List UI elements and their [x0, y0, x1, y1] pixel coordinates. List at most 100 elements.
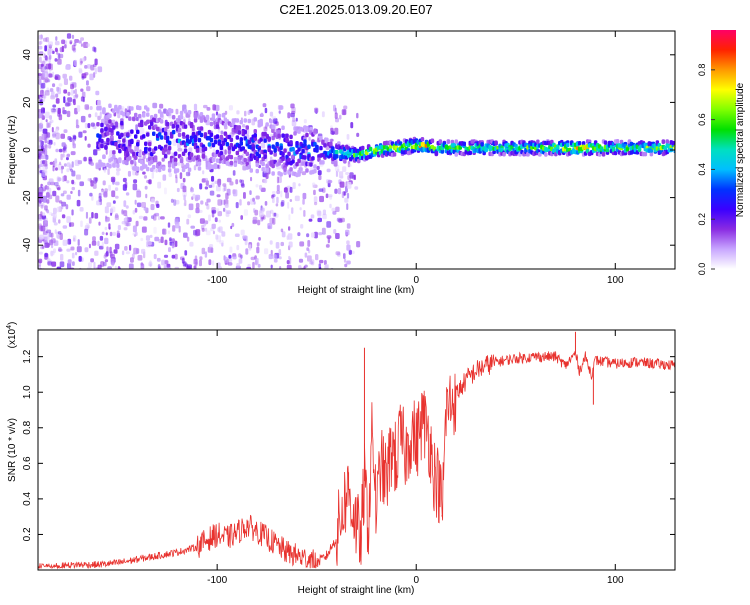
- heat-cell: [144, 146, 148, 152]
- heat-cell: [188, 147, 193, 153]
- heat-cell: [211, 157, 216, 163]
- heat-cell: [556, 144, 560, 149]
- heat-cell: [228, 105, 233, 111]
- heat-cell: [217, 113, 222, 119]
- heat-cell: [78, 131, 83, 138]
- heat-cell: [310, 259, 315, 266]
- snr-x-label: Height of straight line (km): [298, 585, 415, 596]
- heat-cell: [312, 182, 316, 188]
- heat-cell: [165, 135, 170, 141]
- heat-cell: [213, 139, 218, 145]
- heat-cell: [346, 240, 350, 245]
- heat-cell: [84, 72, 89, 76]
- heat-cell: [61, 214, 66, 219]
- heat-cell: [77, 189, 81, 197]
- heat-cell: [97, 264, 102, 269]
- heat-cell: [70, 246, 75, 251]
- heat-cell: [58, 219, 61, 224]
- heat-cell: [52, 71, 55, 78]
- heat-cell: [42, 212, 46, 217]
- heat-cell: [174, 266, 180, 269]
- heat-cell: [66, 162, 71, 168]
- heat-cell: [97, 66, 103, 73]
- heat-cell: [67, 97, 73, 103]
- heat-cell: [80, 220, 83, 228]
- heat-cell: [361, 150, 365, 155]
- heat-cell: [285, 133, 289, 138]
- snr-scale-note: (x104): [6, 322, 18, 349]
- heat-cell: [87, 123, 91, 129]
- heat-cell: [346, 203, 349, 210]
- heat-cell: [48, 142, 52, 149]
- heat-cell: [246, 266, 252, 269]
- heat-cell: [41, 145, 44, 151]
- heat-cell: [50, 250, 54, 257]
- heat-cell: [53, 207, 57, 215]
- heat-cell: [281, 200, 285, 206]
- heat-cell: [134, 207, 138, 213]
- heat-cell: [302, 192, 307, 200]
- heat-cell: [154, 212, 160, 217]
- heat-cell: [337, 252, 341, 257]
- heat-cell: [46, 140, 51, 144]
- heat-cell: [253, 136, 257, 141]
- heat-cell: [44, 205, 48, 211]
- heat-cell: [39, 122, 43, 129]
- heat-cell: [57, 234, 60, 239]
- heat-cell: [232, 255, 237, 260]
- heat-cell: [38, 258, 43, 264]
- heat-cell: [605, 147, 610, 153]
- heat-cell: [121, 250, 125, 256]
- heat-cell: [175, 221, 180, 229]
- heat-cell: [89, 192, 93, 197]
- heat-cell: [253, 208, 256, 213]
- x-tick-label: -100: [207, 275, 227, 286]
- heat-cell: [357, 158, 361, 164]
- heat-cell: [247, 201, 251, 206]
- heat-cell: [59, 161, 62, 166]
- heat-cell: [454, 139, 458, 144]
- heat-cell: [143, 216, 148, 221]
- heat-cell: [286, 260, 290, 265]
- heat-cell: [253, 117, 257, 122]
- heat-cell: [240, 229, 245, 236]
- heat-cell: [281, 133, 285, 138]
- heat-cell: [346, 223, 351, 229]
- heat-cell: [345, 229, 350, 236]
- heat-cell: [168, 172, 172, 178]
- heat-cell: [335, 154, 339, 159]
- heat-cell: [193, 265, 197, 269]
- heat-cell: [303, 266, 306, 269]
- heat-cell: [299, 241, 305, 247]
- heat-cell: [53, 222, 58, 226]
- heat-cell: [272, 217, 276, 225]
- heat-cell: [94, 58, 98, 66]
- heat-cell: [66, 156, 69, 161]
- heat-cell: [238, 253, 242, 258]
- heat-cell: [177, 127, 182, 133]
- heat-cell: [66, 110, 71, 118]
- heat-cell: [211, 175, 215, 182]
- heat-cell: [91, 212, 94, 219]
- heat-cell: [51, 109, 56, 114]
- heat-cell: [434, 151, 439, 156]
- heat-cell: [163, 254, 169, 258]
- heat-cell: [155, 168, 158, 173]
- heat-cell: [93, 177, 98, 184]
- heat-cell: [291, 154, 295, 159]
- heat-cell: [63, 89, 68, 94]
- heat-cell: [322, 187, 326, 193]
- heat-cell: [167, 230, 171, 235]
- heat-cell: [245, 248, 249, 255]
- heat-cell: [43, 37, 48, 42]
- heat-cell: [132, 210, 136, 215]
- heat-cell: [122, 138, 126, 143]
- heat-cell: [212, 230, 215, 235]
- heat-cell: [275, 203, 279, 207]
- heat-cell: [240, 215, 243, 220]
- heat-cell: [260, 142, 266, 149]
- heat-cell: [39, 163, 44, 167]
- heat-cell: [306, 247, 310, 251]
- heat-cell: [209, 132, 214, 137]
- heat-cell: [143, 175, 147, 179]
